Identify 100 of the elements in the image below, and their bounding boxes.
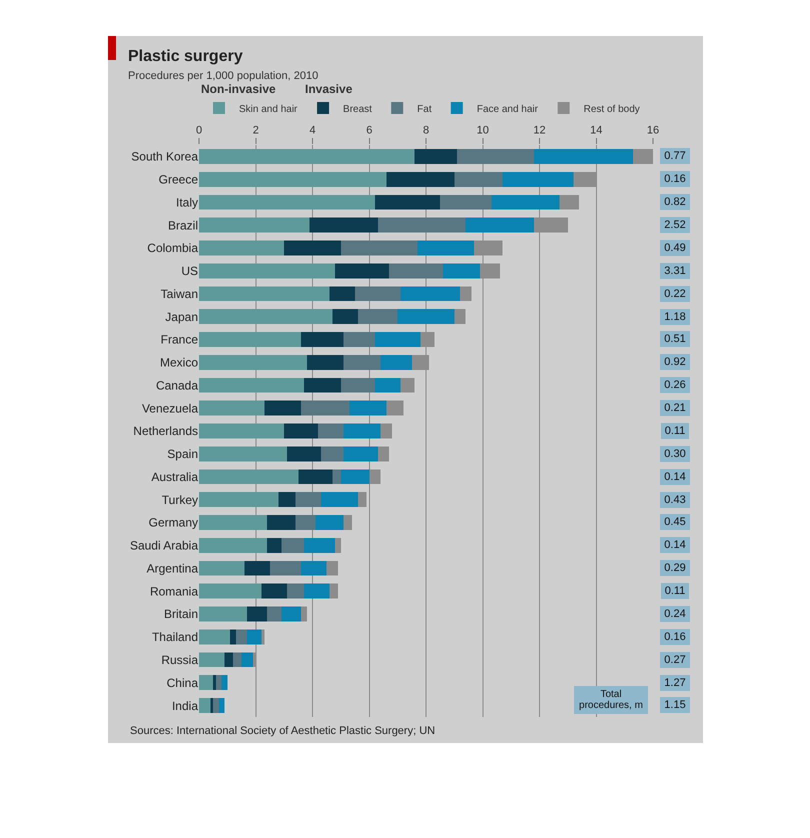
bar [301, 606, 307, 622]
x-tick-label: 14 [590, 124, 602, 137]
bar [301, 400, 350, 416]
text: Invasive [305, 82, 353, 96]
y-tick-label: Germany [148, 516, 198, 530]
y-tick-label: China [166, 676, 198, 690]
bar [230, 629, 236, 644]
bar [199, 629, 230, 644]
bar [380, 354, 412, 370]
bar [355, 286, 400, 302]
bar [267, 538, 282, 553]
bar [199, 675, 214, 690]
bar [199, 378, 304, 393]
y-tick-label: Britain [164, 607, 198, 622]
bar [242, 652, 253, 668]
bar [199, 263, 336, 278]
bar [344, 354, 381, 370]
bar [301, 332, 344, 347]
bar [304, 378, 341, 393]
bar [233, 652, 242, 668]
data-label: 0.45 [660, 514, 690, 530]
bar [344, 515, 352, 530]
bar [247, 629, 262, 644]
bar [284, 240, 341, 256]
x-tick-label: 4 [309, 124, 316, 137]
bar [199, 492, 278, 508]
bar [216, 675, 222, 690]
y-tick-label: Thailand [152, 630, 198, 644]
bar [278, 492, 296, 508]
x-tick-label: 8 [422, 124, 430, 137]
data-label: 0.27 [660, 652, 690, 668]
bar [199, 424, 284, 438]
bar [457, 149, 534, 164]
bar [218, 698, 225, 713]
data-label: 0.11 [660, 583, 690, 600]
bar [264, 400, 302, 416]
bar [244, 560, 270, 576]
bar [559, 194, 580, 210]
bar [466, 218, 534, 233]
bar [199, 584, 262, 599]
bar [340, 378, 375, 393]
y-tick-label: India [172, 698, 198, 713]
bar [304, 538, 336, 553]
y-tick-label: Greece [158, 172, 198, 187]
bar [332, 309, 358, 324]
data-label: 0.77 [660, 148, 690, 164]
bar [298, 469, 332, 484]
bar [199, 354, 307, 370]
bar [491, 194, 560, 210]
bar [267, 515, 296, 530]
bar [267, 606, 282, 622]
y-tick-label: Romania [150, 584, 198, 598]
x-tick-label: 10 [476, 124, 489, 137]
bar [284, 424, 318, 438]
y-tick-label: Australia [151, 470, 198, 484]
data-label: 0.29 [660, 560, 690, 576]
bar [222, 675, 228, 690]
bar [270, 560, 302, 576]
bar [295, 492, 322, 508]
bar [400, 378, 415, 393]
bar [386, 400, 404, 416]
y-tick-label: Mexico [160, 356, 198, 370]
bar [443, 263, 480, 278]
bar [374, 332, 420, 347]
data-label: 0.92 [660, 354, 690, 370]
bar [344, 424, 381, 438]
data-label: 0.16 [660, 171, 690, 188]
data-label: 0.49 [660, 240, 690, 256]
data-label: 0.43 [660, 492, 690, 508]
bar [454, 309, 466, 324]
bar [199, 332, 302, 347]
bar [440, 194, 492, 210]
bar [199, 538, 268, 553]
source-note: Sources: International Society of Aesthetic Plastic Surgery; UN [130, 725, 436, 737]
y-tick-label: Taiwan [160, 286, 198, 301]
bar [398, 309, 454, 324]
bar [199, 446, 287, 462]
y-tick-label: Russia [161, 653, 198, 667]
y-tick-label: Spain [167, 447, 198, 462]
bar [330, 286, 356, 302]
bar [349, 400, 386, 416]
bar [330, 584, 338, 599]
x-tick-label: 2 [252, 124, 259, 137]
bar [344, 446, 378, 462]
data-label: 0.22 [660, 286, 690, 302]
bar [454, 172, 503, 187]
bar [340, 240, 418, 256]
y-tick-label: Italy [176, 195, 198, 210]
bar [281, 606, 302, 622]
bar [199, 194, 375, 210]
bar [199, 400, 264, 416]
bar [378, 446, 390, 462]
x-tick-label: 0 [196, 124, 202, 137]
bar [344, 332, 375, 347]
bar [213, 698, 219, 713]
data-label: 1.15 [660, 697, 690, 714]
bar [247, 606, 268, 622]
bar [199, 240, 284, 256]
bar [335, 538, 341, 553]
text: Non-invasive [201, 82, 276, 96]
